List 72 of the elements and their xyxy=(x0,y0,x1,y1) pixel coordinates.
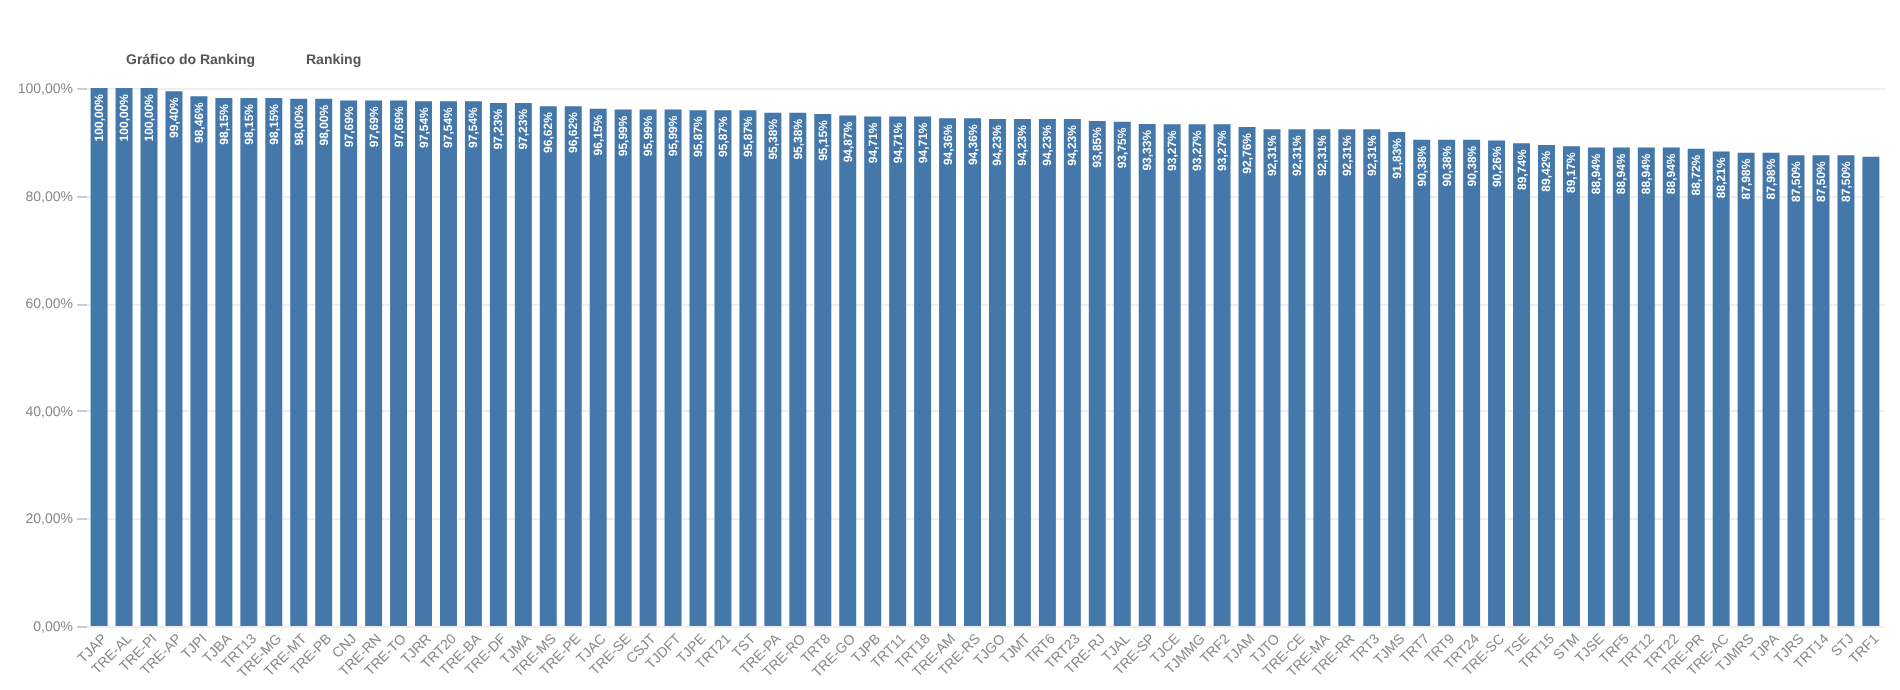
bar xyxy=(265,97,283,626)
bar xyxy=(1063,119,1081,626)
bar xyxy=(1213,124,1231,626)
bar xyxy=(489,102,507,626)
bar xyxy=(639,109,657,626)
bar xyxy=(1113,121,1131,626)
bar xyxy=(290,98,308,626)
bar xyxy=(1388,131,1406,626)
bar xyxy=(914,116,932,626)
bar xyxy=(1463,139,1481,626)
bar xyxy=(539,106,557,626)
bar xyxy=(1862,156,1880,626)
bar xyxy=(1138,123,1156,626)
bar xyxy=(764,112,782,626)
bar xyxy=(90,88,108,626)
bar xyxy=(365,100,383,626)
bar xyxy=(1687,148,1705,626)
bar xyxy=(814,114,832,626)
bar xyxy=(1712,151,1730,626)
bar xyxy=(1787,155,1805,626)
bar xyxy=(614,109,632,626)
bar xyxy=(415,101,432,626)
bar xyxy=(714,110,732,626)
bar xyxy=(1013,119,1031,626)
bar xyxy=(140,88,158,626)
bar xyxy=(564,106,582,626)
bar xyxy=(1637,147,1655,626)
bar xyxy=(1413,139,1431,626)
bar xyxy=(1038,119,1056,626)
bar xyxy=(1762,152,1780,626)
bar xyxy=(1587,147,1605,626)
bar xyxy=(1338,129,1356,626)
bar xyxy=(689,110,707,626)
bar xyxy=(864,116,882,626)
bar xyxy=(390,100,408,626)
bar xyxy=(1538,144,1555,626)
bar xyxy=(1238,126,1256,626)
bar xyxy=(1562,146,1580,626)
bar xyxy=(1812,155,1830,626)
bar xyxy=(839,115,857,626)
bar xyxy=(1088,121,1106,626)
bar xyxy=(1837,155,1855,626)
bar xyxy=(1513,143,1531,626)
bar xyxy=(739,110,757,626)
bar xyxy=(589,108,607,626)
bar xyxy=(190,96,208,626)
bar xyxy=(165,91,183,626)
bar xyxy=(464,101,482,626)
bar xyxy=(340,100,358,626)
bar xyxy=(1288,129,1306,626)
bar xyxy=(1438,139,1456,626)
bar xyxy=(988,119,1006,626)
bar xyxy=(939,118,957,626)
bar xyxy=(315,98,333,626)
bar xyxy=(789,112,807,626)
bar xyxy=(215,97,233,626)
bar xyxy=(889,116,907,626)
bar xyxy=(1163,124,1181,626)
bar xyxy=(240,97,258,626)
bar xyxy=(514,102,532,626)
bar xyxy=(664,109,682,626)
bar xyxy=(1662,147,1680,626)
bar xyxy=(1737,152,1755,626)
bar xyxy=(1488,140,1506,626)
bar xyxy=(115,88,133,626)
bar xyxy=(964,118,982,626)
bar xyxy=(1363,129,1381,626)
bar xyxy=(439,101,457,626)
bar xyxy=(1313,129,1331,626)
bar xyxy=(1263,129,1281,626)
bar xyxy=(1612,147,1630,626)
bar xyxy=(1188,124,1206,626)
